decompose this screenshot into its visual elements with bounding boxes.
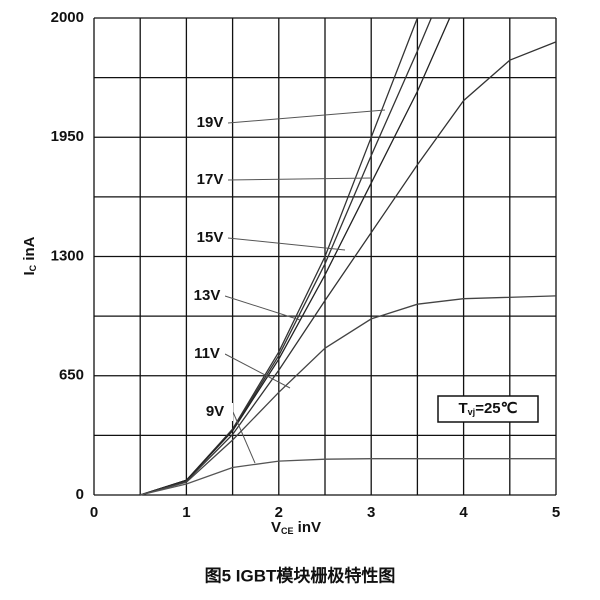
x-tick-label: 4 (459, 504, 468, 521)
y-axis-label: IC inA (21, 236, 38, 275)
label-bg (189, 287, 225, 305)
y-label-rest: inA (21, 236, 38, 264)
y-tick-label: 0 (76, 486, 84, 503)
x-tick-label: 5 (552, 504, 560, 521)
leader-line (224, 295, 301, 321)
label-bg (192, 114, 228, 132)
curve (140, 295, 557, 496)
y-label-sub: C (28, 264, 38, 271)
curve-label: 19V (197, 114, 224, 131)
y-tick-label: 1300 (51, 247, 84, 264)
x-tick-label: 3 (367, 504, 375, 521)
y-tick-label: 2000 (51, 9, 84, 26)
annotation-rest: =25℃ (475, 400, 517, 417)
annotation-main: T (459, 400, 468, 417)
leader-line (232, 411, 256, 464)
curve-label: 9V (206, 403, 224, 420)
annotation: Tvj=25℃ (459, 400, 518, 417)
curve (140, 458, 556, 496)
x-tick-label: 1 (182, 504, 190, 521)
leader-line (227, 109, 386, 124)
x-tick-label: 0 (90, 504, 98, 521)
y-tick-label: 650 (59, 367, 84, 384)
label-bg (197, 403, 233, 421)
curve-label: 11V (194, 345, 220, 362)
curve-label: 17V (197, 171, 224, 188)
annotation-sub: vj (468, 407, 476, 417)
curve (140, 17, 451, 496)
x-label-main: V (271, 519, 281, 536)
label-bg (189, 345, 225, 363)
x-tick-label: 2 (275, 504, 283, 521)
annotation-box (437, 395, 539, 423)
curve-label: 13V (194, 287, 221, 304)
y-tick-label: 1950 (51, 128, 84, 145)
x-axis-label: VCE inV (271, 519, 321, 536)
curve (140, 41, 557, 496)
label-bg (192, 171, 228, 189)
x-label-rest: inV (294, 519, 322, 536)
x-label-sub: CE (281, 526, 294, 536)
leader-line (227, 237, 346, 251)
caption: 图5 IGBT模块栅极特性图 (205, 565, 396, 585)
label-bg (192, 229, 228, 247)
curve-label: 15V (197, 229, 224, 246)
leader-line (227, 177, 373, 181)
leader-line (224, 353, 291, 389)
y-label-main: I (21, 271, 38, 275)
